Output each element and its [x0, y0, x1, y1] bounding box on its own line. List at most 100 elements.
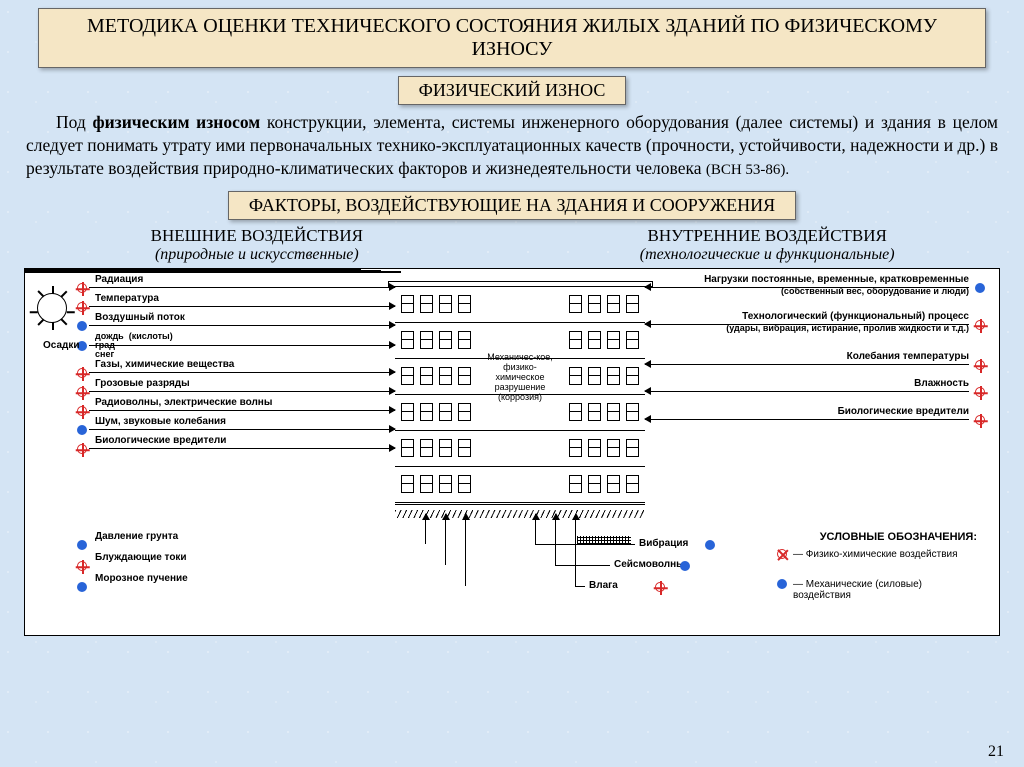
window [420, 403, 433, 421]
factor-arrow [89, 448, 395, 449]
window [458, 475, 471, 493]
bottom-dot [77, 582, 87, 592]
para-bold: физическим износом [92, 112, 260, 132]
window [420, 295, 433, 313]
factor-label: Колебания температуры [847, 351, 969, 362]
window [439, 331, 452, 349]
bottom-vline [445, 514, 446, 565]
window [607, 295, 620, 313]
factor-label: Газы, химические вещества [95, 359, 234, 370]
window [588, 475, 601, 493]
window [401, 439, 414, 457]
window [569, 403, 582, 421]
br-hline [575, 586, 585, 587]
factor-arrow [89, 372, 395, 373]
bottom-label: Морозное пучение [95, 573, 188, 584]
legend-text-red: — Физико-химические воздействия [793, 549, 958, 560]
external-sub: (природные и искусственные) [48, 246, 466, 264]
factor-arrow [89, 325, 395, 326]
factor-dot [975, 387, 985, 397]
window [607, 439, 620, 457]
factor-label: Шум, звуковые колебания [95, 416, 226, 427]
factors-title: ФАКТОРЫ, ВОЗДЕЙСТВУЮЩИЕ НА ЗДАНИЯ И СООР… [228, 191, 796, 220]
bottom-label: Блуждающие токи [95, 552, 187, 563]
factor-dot [77, 406, 87, 416]
factor-label: Влажность [914, 378, 969, 389]
br-hline [535, 544, 635, 545]
factor-sub: (удары, вибрация, истирание, пролив жидк… [726, 323, 969, 333]
factor-arrow [89, 391, 395, 392]
factor-arrow [645, 391, 969, 392]
window [588, 439, 601, 457]
legend-dot-red [777, 549, 787, 559]
window [439, 475, 452, 493]
precip-label: Осадки [43, 340, 80, 351]
window [420, 439, 433, 457]
internal-title: ВНУТРЕННИЕ ВОЗДЕЙСТВИЯ [558, 226, 976, 246]
window [458, 331, 471, 349]
bottom-vline [465, 514, 466, 586]
window [401, 295, 414, 313]
factor-label: Технологический (функциональный) процесс [742, 311, 969, 322]
window [401, 403, 414, 421]
internal-header: ВНУТРЕННИЕ ВОЗДЕЙСТВИЯ (технологические … [558, 226, 976, 264]
br-label: Влага [589, 580, 618, 591]
bottom-vline [425, 514, 426, 544]
external-header: ВНЕШНИЕ ВОЗДЕЙСТВИЯ (природные и искусст… [48, 226, 466, 264]
factor-label: Биологические вредители [95, 435, 226, 446]
factor-label: Нагрузки постоянные, временные, кратковр… [704, 274, 969, 285]
para-ref: (ВСН 53-86). [706, 162, 789, 178]
legend-dot-blue [777, 579, 787, 589]
window [439, 367, 452, 385]
window [401, 367, 414, 385]
factor-label: Радиация [95, 274, 143, 285]
page-number: 21 [988, 743, 1004, 761]
internal-sub: (технологические и функциональные) [558, 246, 976, 264]
external-title: ВНЕШНИЕ ВОЗДЕЙСТВИЯ [48, 226, 466, 246]
window [626, 439, 639, 457]
window [420, 475, 433, 493]
window [569, 475, 582, 493]
factor-dot [975, 415, 985, 425]
window [439, 295, 452, 313]
factor-label: Грозовые разряды [95, 378, 190, 389]
window [607, 403, 620, 421]
main-title: МЕТОДИКА ОЦЕНКИ ТЕХНИЧЕСКОГО СОСТОЯНИЯ Ж… [38, 8, 986, 68]
definition-paragraph: Под физическим износом конструкции, элем… [26, 111, 998, 181]
window [588, 331, 601, 349]
window [588, 295, 601, 313]
window [607, 475, 620, 493]
window [588, 367, 601, 385]
vibration-hatch [577, 536, 631, 544]
window [569, 331, 582, 349]
factor-dot [77, 321, 87, 331]
factor-dot [77, 387, 87, 397]
factor-dot [975, 360, 985, 370]
factors-diagram: Механичес-кое, физико-химическое разруше… [24, 268, 1000, 636]
factor-dot [975, 320, 985, 330]
floor [395, 431, 645, 467]
subtitle: ФИЗИЧЕСКИЙ ИЗНОС [398, 76, 627, 105]
br-dot [705, 540, 715, 550]
bottom-dot [77, 540, 87, 550]
bottom-label: Давление грунта [95, 531, 178, 542]
window [401, 475, 414, 493]
window [439, 439, 452, 457]
factor-label: Воздушный поток [95, 312, 185, 323]
window [569, 367, 582, 385]
window [626, 403, 639, 421]
window [588, 403, 601, 421]
window [458, 367, 471, 385]
factor-arrow [645, 419, 969, 420]
window [626, 367, 639, 385]
br-vline [535, 514, 536, 544]
legend-text-blue: — Механические (силовые) воздействия [793, 579, 977, 601]
factor-arrow [89, 306, 395, 307]
building-center-text: Механичес-кое, физико-химическое разруше… [485, 353, 555, 402]
window [458, 403, 471, 421]
br-vline [555, 514, 556, 565]
factor-label: Температура [95, 293, 159, 304]
br-label: Вибрация [639, 538, 688, 549]
legend-title: УСЛОВНЫЕ ОБОЗНАЧЕНИЯ: [820, 531, 977, 543]
factor-dot [77, 283, 87, 293]
